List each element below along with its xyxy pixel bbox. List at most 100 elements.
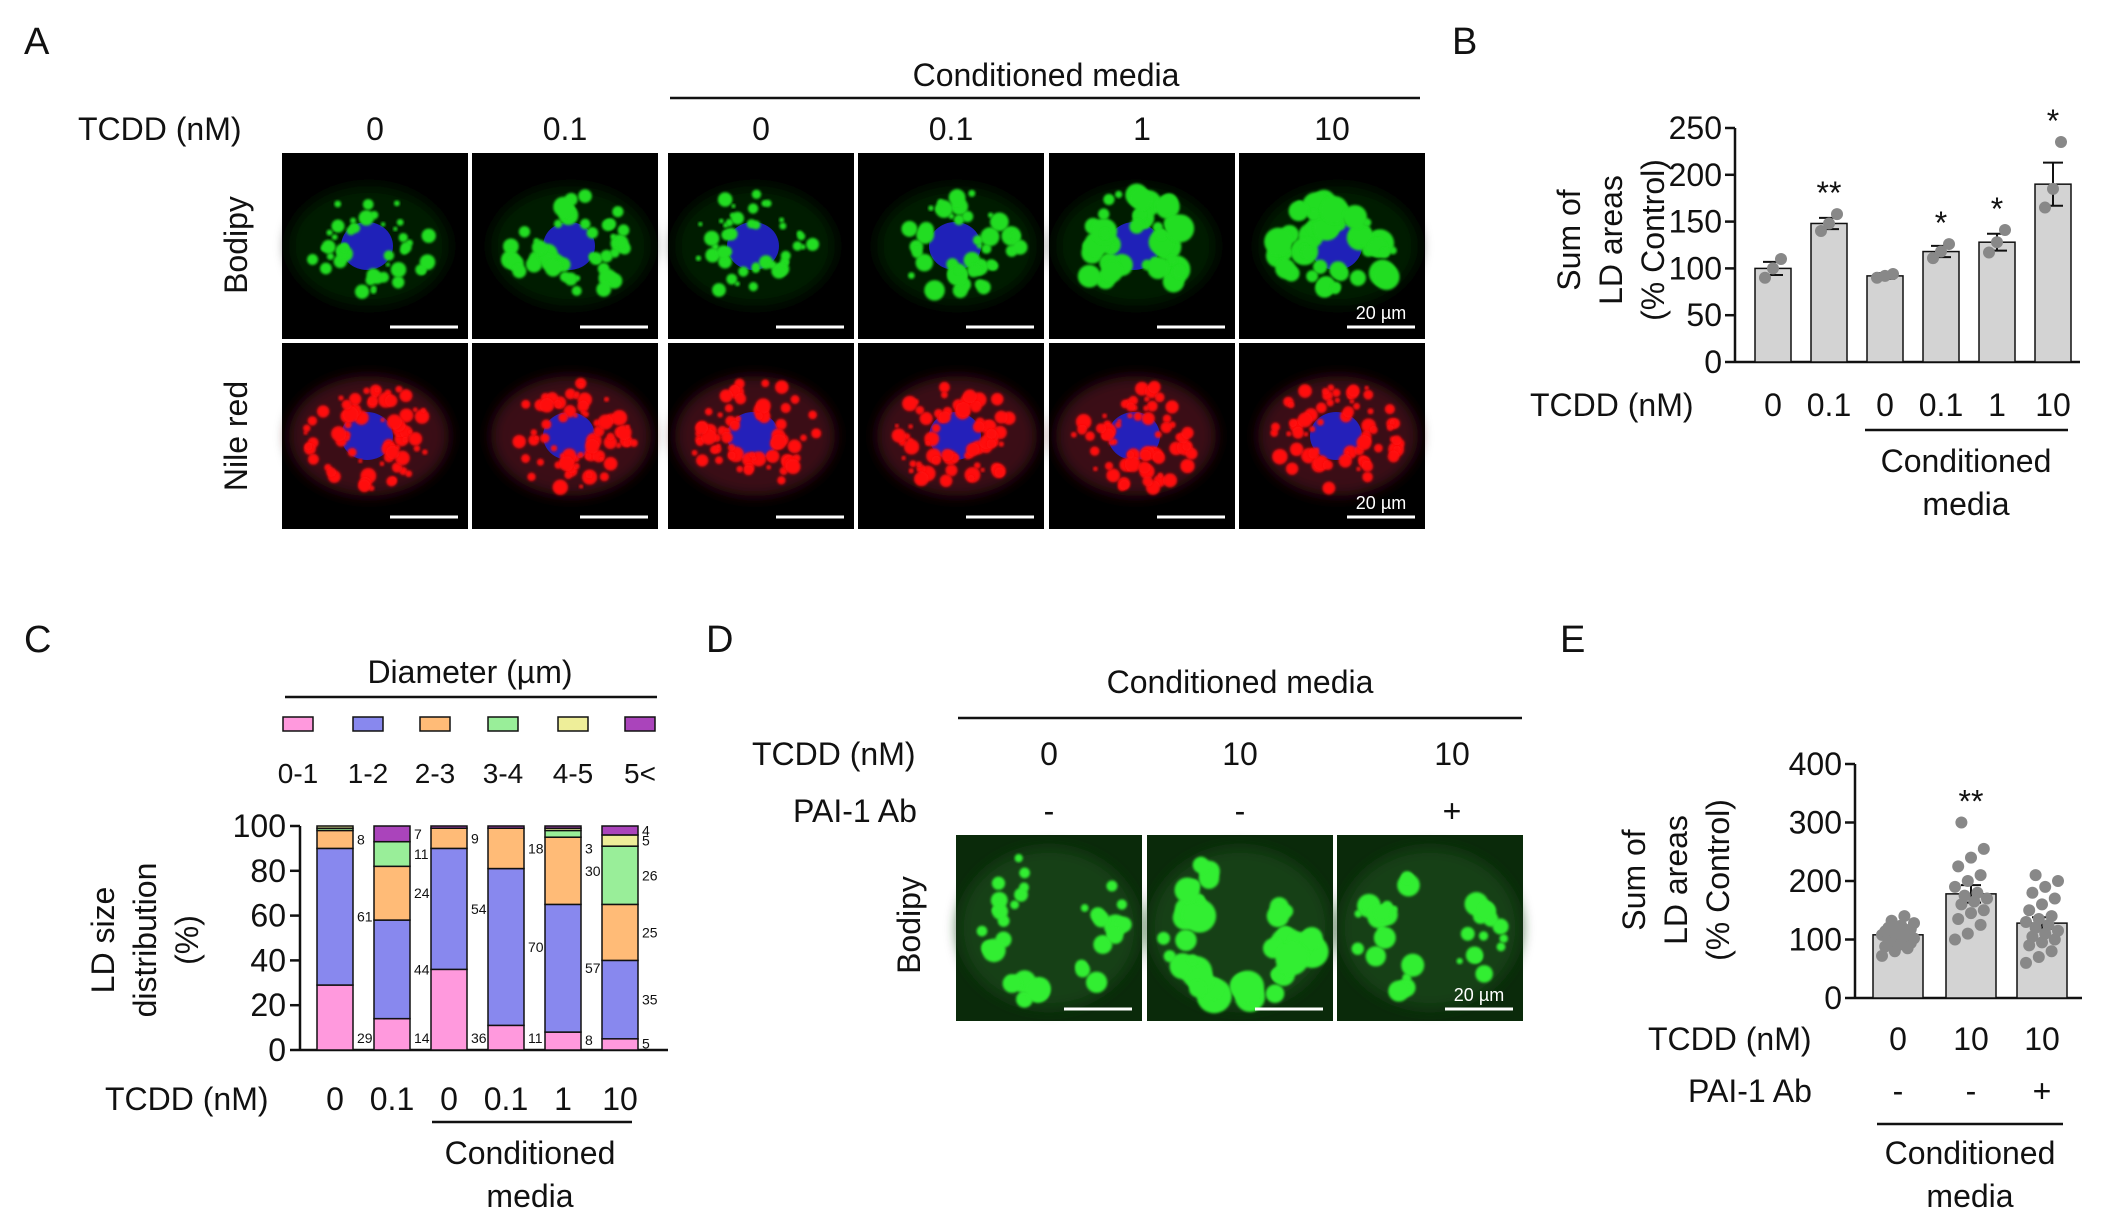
lipid-droplet [712, 243, 719, 251]
lipid-droplet [931, 455, 941, 466]
lipid-droplet [396, 218, 404, 226]
x-tick-label: 1 [554, 1081, 572, 1117]
lipid-droplet [1384, 404, 1395, 415]
pai-value: - [1893, 1073, 1904, 1109]
lipid-droplet [1019, 867, 1030, 879]
lipid-droplet [552, 479, 569, 496]
panel-a-row-label-nilered: Nile red [218, 381, 254, 491]
lipid-droplet [1119, 479, 1130, 490]
lipid-droplet [1126, 450, 1135, 459]
lipid-droplet [1391, 435, 1402, 446]
data-point [2045, 945, 2058, 958]
lipid-droplet [1265, 984, 1285, 1004]
lipid-droplet [1077, 424, 1088, 435]
data-point [1927, 252, 1939, 265]
y-tick-label: 150 [1669, 204, 1722, 240]
y-tick-label: 20 [250, 987, 286, 1023]
stacked-segment [544, 903, 582, 1033]
lipid-droplet [734, 393, 747, 405]
lipid-droplet [743, 465, 754, 476]
lipid-droplet [579, 218, 591, 230]
lipid-droplet [385, 262, 390, 267]
y-tick-label: 400 [1789, 746, 1842, 782]
lipid-droplet [989, 263, 996, 269]
lipid-droplet [421, 228, 436, 243]
lipid-droplet [736, 465, 744, 473]
lipid-droplet [938, 411, 951, 424]
panel-d-tcdd-value: 0 [1040, 736, 1058, 772]
lipid-droplet [553, 196, 574, 217]
data-point [2052, 875, 2064, 887]
lipid-droplet [1356, 435, 1372, 451]
y-tick-label: 0 [1704, 344, 1722, 380]
y-tick-label: 300 [1789, 805, 1842, 841]
stacked-segment [373, 1017, 411, 1051]
panel-a-column-label: 0 [366, 111, 384, 147]
lipid-droplet [321, 239, 336, 254]
data-point [1759, 271, 1771, 284]
lipid-droplet [968, 189, 976, 197]
lipid-droplet [1349, 269, 1366, 286]
x-tick-label: 0 [440, 1081, 458, 1117]
lipid-droplet [349, 392, 362, 406]
data-label: 24 [414, 885, 430, 901]
stacked-segment [316, 825, 354, 829]
panel-d-group-label: Conditioned media [1107, 664, 1374, 700]
lipid-droplet [1456, 957, 1463, 965]
panel-d-column-labels: 0 10 10 - - + [1040, 736, 1470, 829]
lipid-droplet [695, 255, 702, 261]
panel-c-ylabel-line1: LD size [85, 887, 121, 994]
data-point [1974, 918, 1987, 931]
lipid-droplet [974, 279, 985, 290]
lipid-droplet [691, 449, 698, 456]
bar [1754, 267, 1792, 363]
lipid-droplet [1301, 246, 1314, 259]
data-point [1955, 816, 1968, 829]
lipid-droplet [982, 938, 1006, 963]
panel-letter-b: B [1452, 21, 1477, 63]
lipid-droplet [1266, 904, 1290, 928]
lipid-droplet [1231, 970, 1265, 1004]
panel-e-ylabel-line3: (% Control) [1700, 799, 1736, 961]
lipid-droplet [924, 280, 945, 301]
lipid-droplet [987, 212, 994, 218]
lipid-droplet [908, 468, 914, 474]
panel-a-column-label: 0 [752, 111, 770, 147]
lipid-droplet [1139, 449, 1152, 462]
lipid-droplet [1142, 476, 1153, 487]
data-label: 25 [642, 924, 658, 940]
panel-letter-d: D [706, 619, 733, 661]
lipid-droplet [550, 445, 558, 452]
micrograph-cell [858, 153, 1044, 339]
lipid-droplet [599, 456, 604, 461]
lipid-droplet [925, 440, 931, 446]
data-point [1885, 914, 1898, 927]
data-point [2032, 913, 2045, 926]
lipid-droplet [709, 445, 719, 454]
lipid-droplet [779, 222, 787, 230]
y-tick-label: 100 [1669, 250, 1722, 286]
legend-swatch [419, 716, 451, 732]
lipid-droplet [1272, 448, 1288, 465]
lipid-droplet [1166, 214, 1195, 243]
lipid-droplet [531, 239, 547, 255]
lipid-droplet [1104, 461, 1114, 471]
lipid-droplet [585, 471, 593, 479]
lipid-droplet [901, 455, 906, 461]
lipid-droplet [1155, 194, 1180, 219]
lipid-droplet [1388, 980, 1410, 1002]
lipid-droplet [1180, 458, 1195, 474]
lipid-droplet [775, 418, 787, 431]
lipid-droplet [972, 235, 984, 246]
panel-d-pai-value: - [1044, 793, 1055, 829]
lipid-droplet [320, 262, 332, 275]
y-tick-label: 250 [1669, 110, 1722, 146]
lipid-droplet [1127, 413, 1133, 419]
lipid-droplet [1288, 200, 1309, 222]
lipid-droplet [615, 442, 622, 449]
panel-a-row-label-bodipy: Bodipy [218, 196, 254, 294]
lipid-droplet [972, 421, 985, 433]
lipid-droplet [755, 412, 763, 420]
lipid-droplet [698, 221, 703, 227]
x-tick-label: 0.1 [370, 1081, 414, 1117]
